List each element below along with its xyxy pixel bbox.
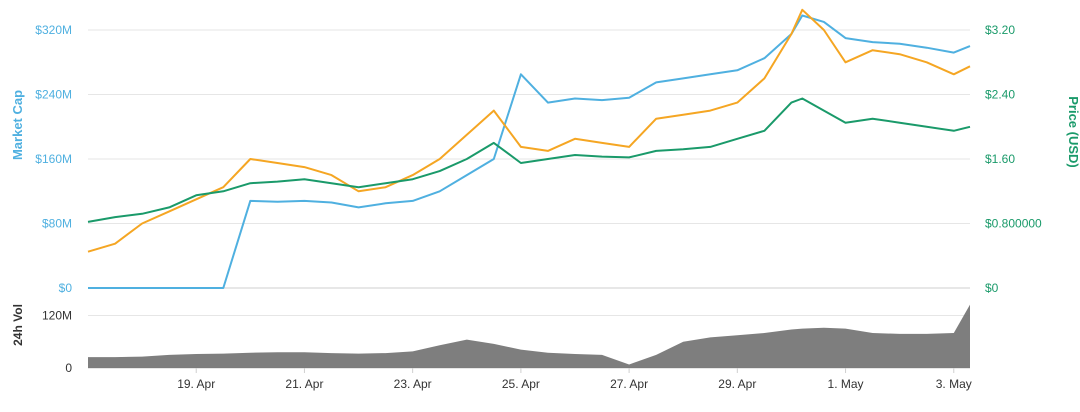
main-grid	[88, 29, 970, 289]
x-tick-label: 1. May	[828, 377, 864, 391]
x-tick-label: 23. Apr	[394, 377, 432, 391]
volume-tick-label: 0	[65, 361, 72, 375]
price-tick-label: $2.40	[985, 88, 1015, 102]
x-tick-label: 21. Apr	[285, 377, 323, 391]
volume-tick-label: 120M	[42, 309, 72, 323]
x-tick-label: 3. May	[936, 377, 972, 391]
price_usd-line	[87, 97, 971, 223]
axis-ticks: $0 $0 $80M $0.800000 $160M $1.60 $240M $2.40 $32…	[35, 23, 1042, 391]
market-cap-tick-label: $80M	[42, 217, 72, 231]
x-tick-label: 27. Apr	[610, 377, 648, 391]
x-tick-label: 25. Apr	[502, 377, 540, 391]
market-cap-tick-label: $160M	[35, 152, 72, 166]
x-tick-label: 19. Apr	[177, 377, 215, 391]
volume-panel	[88, 304, 970, 369]
market-cap-tick-label: $320M	[35, 23, 72, 37]
x-tick-label: 29. Apr	[718, 377, 756, 391]
market-cap-tick-label: $0	[59, 281, 73, 295]
price-tick-label: $3.20	[985, 23, 1015, 37]
volume-axis-title: 24h Vol	[11, 304, 25, 346]
market_cap-line	[88, 14, 971, 289]
volume-area	[88, 304, 970, 368]
market-cap-tick-label: $240M	[35, 88, 72, 102]
price_btc-line	[87, 8, 971, 253]
price-axis-title: Price (USD)	[1066, 96, 1080, 168]
series-lines	[87, 8, 971, 289]
price-tick-label: $0.800000	[985, 217, 1042, 231]
market-cap-axis-title: Market Cap	[10, 90, 25, 160]
price-tick-label: $0	[985, 281, 999, 295]
price-tick-label: $1.60	[985, 152, 1015, 166]
